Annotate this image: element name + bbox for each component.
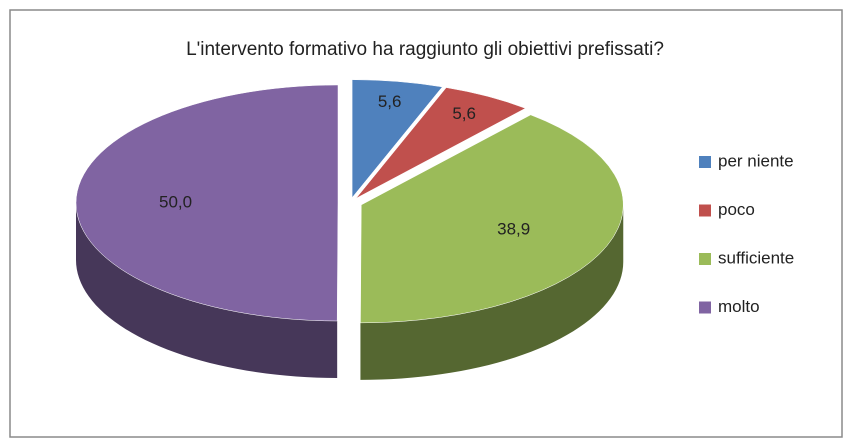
- slice-side: [360, 204, 624, 380]
- chart-title: L'intervento formativo ha raggiunto gli …: [186, 39, 664, 60]
- slice-side: [76, 202, 338, 378]
- data-label: 50,0: [159, 192, 192, 211]
- slice: [351, 79, 443, 199]
- legend-swatch: [699, 156, 711, 168]
- slice: [360, 114, 624, 324]
- slice: [355, 87, 527, 199]
- legend-label: molto: [718, 297, 760, 316]
- data-label: 38,9: [497, 220, 530, 239]
- legend-label: per niente: [718, 151, 794, 170]
- data-label: 5,6: [452, 104, 476, 123]
- data-label: 5,6: [378, 92, 402, 111]
- legend-swatch: [699, 253, 711, 265]
- legend-swatch: [699, 204, 711, 217]
- legend-label: sufficiente: [718, 248, 794, 267]
- slice: [75, 84, 339, 322]
- legend-label: poco: [718, 200, 755, 219]
- legend-swatch: [699, 301, 711, 314]
